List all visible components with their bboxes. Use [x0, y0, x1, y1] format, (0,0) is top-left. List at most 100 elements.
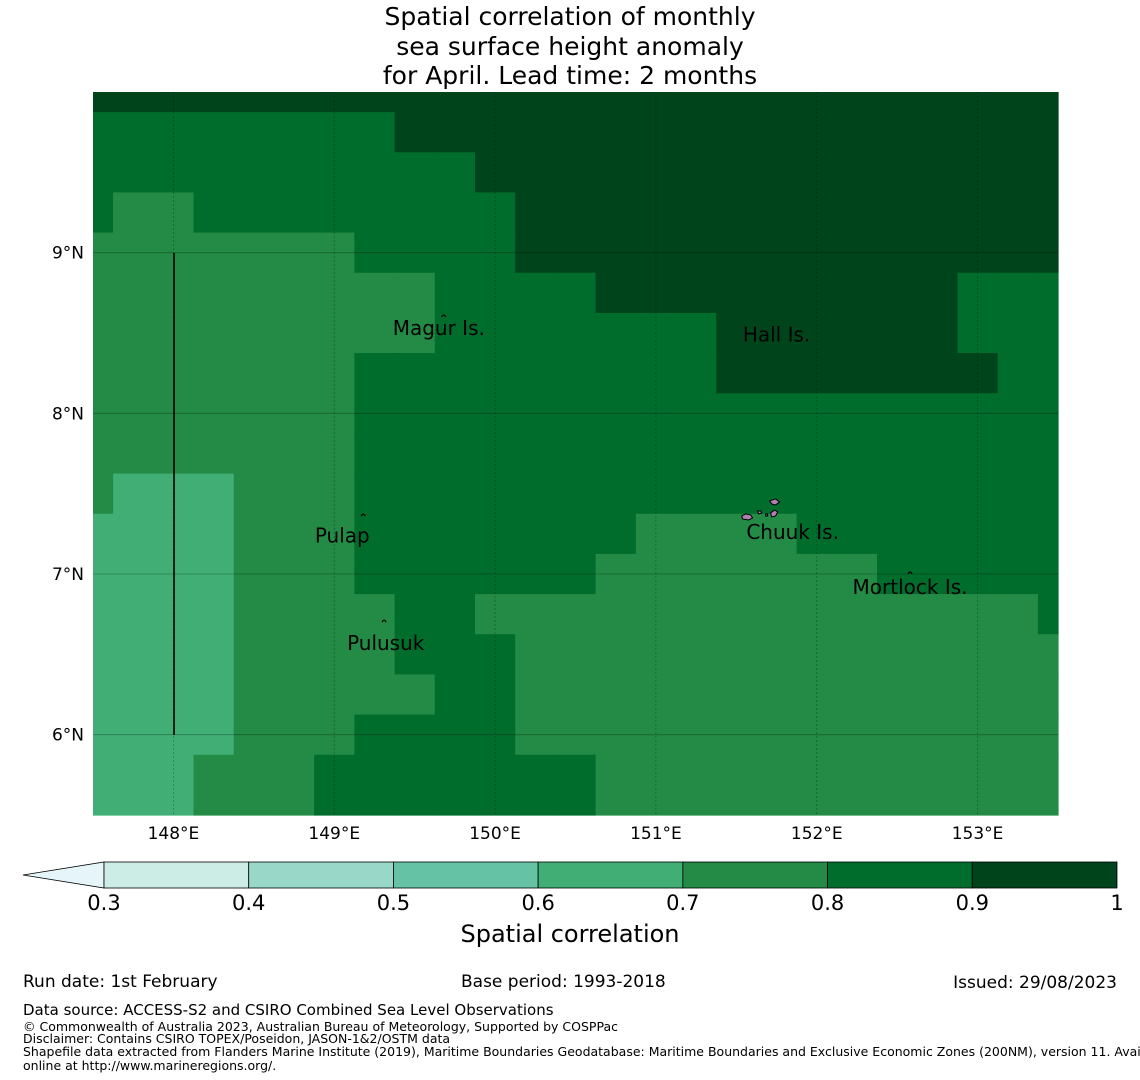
- correlation-cell: [113, 192, 154, 234]
- island-label: Mortlock Is.: [853, 575, 968, 599]
- correlation-cell: [917, 353, 959, 394]
- correlation-cell: [877, 674, 918, 716]
- correlation-cell: [273, 272, 315, 314]
- correlation-cell: [635, 473, 677, 515]
- correlation-cell: [273, 192, 315, 234]
- correlation-cell: [836, 433, 878, 475]
- colorbar-tick-label: 0.4: [232, 891, 266, 915]
- correlation-cell: [233, 353, 275, 394]
- correlation-cell: [515, 92, 556, 113]
- correlation-cell: [314, 312, 355, 354]
- correlation-cell: [193, 594, 235, 635]
- correlation-cell: [1037, 393, 1059, 435]
- correlation-cell: [997, 433, 1039, 475]
- correlation-cell: [314, 152, 355, 194]
- latitude-label: 8°N: [52, 404, 84, 424]
- correlation-cell: [515, 152, 556, 194]
- correlation-cell: [515, 353, 556, 394]
- correlation-cell: [997, 473, 1039, 515]
- correlation-cell: [113, 433, 154, 475]
- longitude-label: 150°E: [469, 824, 521, 844]
- correlation-cell: [796, 272, 838, 314]
- correlation-cell: [314, 754, 355, 816]
- correlation-cell: [957, 112, 999, 153]
- correlation-cell: [676, 433, 717, 475]
- correlation-cell: [113, 272, 154, 314]
- correlation-cell: [515, 112, 556, 153]
- correlation-cell: [676, 353, 717, 394]
- correlation-cell: [836, 232, 878, 274]
- base-period: Base period: 1993-2018: [461, 972, 666, 992]
- colorbar-tick-label: 0.6: [521, 891, 555, 915]
- correlation-cell: [1037, 594, 1059, 635]
- correlation-cell: [917, 553, 959, 595]
- correlation-cell: [796, 312, 838, 354]
- correlation-cell: [836, 674, 878, 716]
- correlation-cell: [314, 192, 355, 234]
- run-date: Run date: 1st February: [23, 972, 218, 992]
- latitude-label: 6°N: [52, 726, 84, 746]
- correlation-cell: [796, 92, 838, 113]
- correlation-cell: [434, 232, 476, 274]
- correlation-cell: [796, 353, 838, 394]
- correlation-cell: [193, 473, 235, 515]
- colorbar-tick-label: 0.7: [666, 891, 700, 915]
- correlation-cell: [555, 594, 597, 635]
- correlation-cell: [93, 513, 114, 555]
- correlation-cell: [434, 674, 476, 716]
- correlation-cell: [595, 232, 637, 274]
- correlation-cell: [676, 152, 717, 194]
- correlation-cell: [314, 634, 355, 676]
- correlation-cell: [193, 393, 235, 435]
- correlation-cell: [716, 192, 758, 234]
- correlation-cell: [756, 473, 798, 515]
- shapefile-credit-2: online at http://www.marineregions.org/.: [23, 1058, 277, 1073]
- correlation-cell: [93, 312, 114, 354]
- correlation-cell: [716, 513, 758, 555]
- correlation-cell: [917, 634, 959, 676]
- correlation-cell: [716, 353, 758, 394]
- correlation-cell: [917, 393, 959, 435]
- correlation-cell: [515, 272, 556, 314]
- latitude-label: 9°N: [52, 244, 84, 264]
- correlation-cell: [474, 553, 516, 595]
- copyright: © Commonwealth of Australia 2023, Austra…: [23, 1019, 618, 1034]
- correlation-cell: [957, 553, 999, 595]
- correlation-cell: [756, 232, 798, 274]
- correlation-cell: [113, 393, 154, 435]
- correlation-cell: [1037, 754, 1059, 816]
- correlation-cell: [233, 232, 275, 274]
- correlation-cell: [93, 393, 114, 435]
- correlation-cell: [635, 152, 677, 194]
- correlation-cell: [756, 553, 798, 595]
- correlation-cell: [756, 754, 798, 816]
- correlation-cell: [515, 553, 556, 595]
- correlation-cell: [233, 553, 275, 595]
- correlation-grid: [93, 92, 1059, 816]
- correlation-cell: [354, 754, 396, 816]
- correlation-cell: [997, 192, 1039, 234]
- correlation-cell: [836, 634, 878, 676]
- correlation-cell: [93, 754, 114, 816]
- correlation-cell: [957, 152, 999, 194]
- correlation-cell: [756, 594, 798, 635]
- correlation-cell: [113, 634, 154, 676]
- correlation-cell: [716, 393, 758, 435]
- correlation-cell: [394, 312, 436, 354]
- island-outline: [381, 619, 387, 623]
- correlation-cell: [796, 232, 838, 274]
- correlation-cell: [635, 92, 677, 113]
- correlation-cell: [434, 152, 476, 194]
- correlation-cell: [635, 192, 677, 234]
- correlation-cell: [796, 192, 838, 234]
- correlation-cell: [93, 553, 114, 595]
- correlation-cell: [957, 634, 999, 676]
- colorbar-segment: [682, 861, 828, 889]
- correlation-cell: [394, 754, 436, 816]
- colorbar-segment: [248, 861, 394, 889]
- correlation-cell: [434, 513, 476, 555]
- correlation-cell: [273, 92, 315, 113]
- correlation-cell: [434, 192, 476, 234]
- correlation-cell: [716, 473, 758, 515]
- correlation-cell: [474, 513, 516, 555]
